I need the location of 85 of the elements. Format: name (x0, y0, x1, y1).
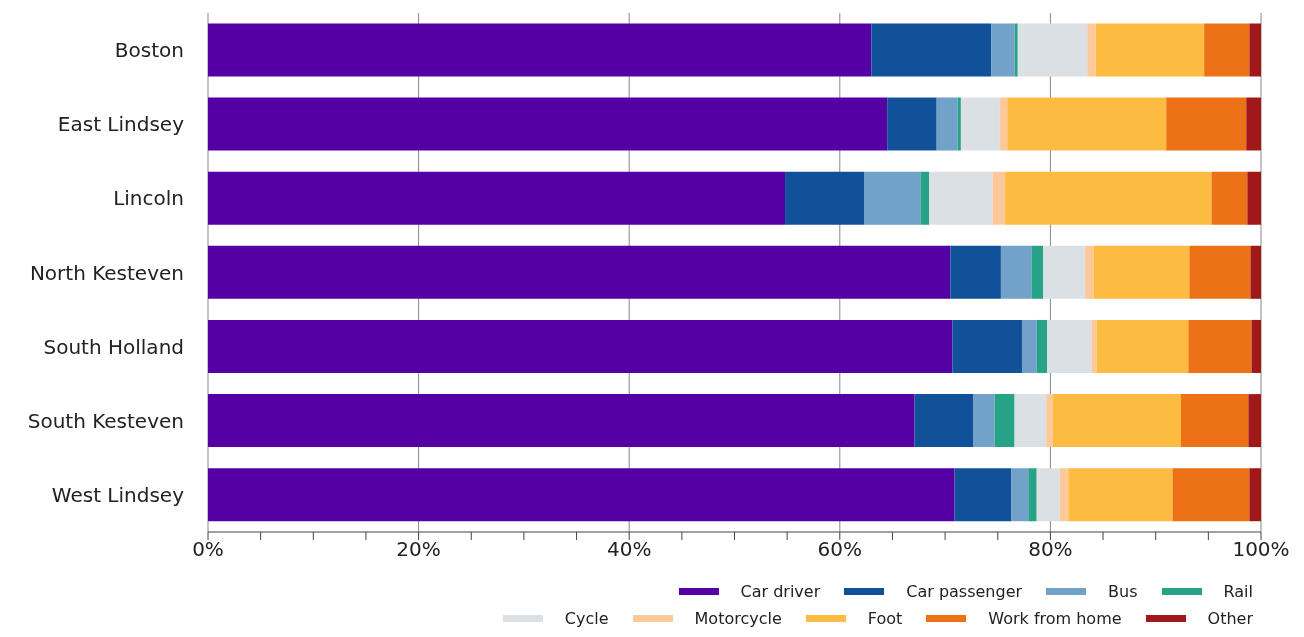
bar (1172, 468, 1250, 522)
y-tick-label: West Lindsey (51, 483, 185, 508)
bar (1251, 319, 1261, 373)
bar (1000, 245, 1032, 299)
bar (920, 171, 930, 225)
bar (1014, 23, 1018, 77)
bar (887, 97, 937, 151)
legend-label: Cycle (564, 609, 609, 628)
bar (1246, 97, 1261, 151)
bar (952, 319, 1022, 373)
bar (1087, 23, 1096, 77)
bar (991, 23, 1015, 77)
y-tick-label: South Kesteven (27, 408, 184, 433)
bar (1248, 394, 1261, 448)
legend-label: Motorcycle (694, 609, 782, 628)
bar (1036, 468, 1060, 522)
bar (994, 394, 1015, 448)
legend-label: Other (1207, 609, 1253, 628)
bar (973, 394, 995, 448)
y-tick-label: South Holland (43, 334, 184, 359)
x-tick-label: 0% (192, 537, 224, 562)
legend-label: Car driver (740, 582, 821, 601)
bar (960, 97, 1000, 151)
y-tick-label: Boston (114, 38, 184, 63)
bar (1189, 245, 1251, 299)
y-tick-label: East Lindsey (57, 112, 185, 137)
bar (1017, 23, 1088, 77)
bar (1211, 171, 1248, 225)
bar (992, 171, 1006, 225)
bar (1052, 394, 1181, 448)
bar (1007, 97, 1167, 151)
legend-label: Bus (1108, 582, 1138, 601)
legend-label: Foot (867, 609, 903, 628)
bar (1047, 319, 1092, 373)
bar (1250, 245, 1261, 299)
bar (1031, 245, 1044, 299)
bar (1005, 171, 1212, 225)
bar (864, 171, 921, 225)
bar (208, 171, 786, 225)
bar (208, 468, 955, 522)
bar (1166, 97, 1247, 151)
bar (1043, 245, 1086, 299)
bar (999, 97, 1008, 151)
x-tick-label: 20% (396, 537, 441, 562)
bar (1093, 245, 1190, 299)
bar (208, 245, 951, 299)
bar (1091, 319, 1097, 373)
bar (208, 23, 872, 77)
x-tick-label: 80% (1028, 537, 1073, 562)
bar (1247, 171, 1261, 225)
bar (1036, 319, 1048, 373)
bar (208, 394, 915, 448)
legend-label: Work from home (988, 609, 1122, 628)
bar (208, 97, 888, 151)
bar (1021, 319, 1037, 373)
bar (871, 23, 992, 77)
bar (954, 468, 1012, 522)
bar (1204, 23, 1250, 77)
bar (208, 319, 953, 373)
y-tick-label: North Kesteven (29, 260, 184, 285)
bar (1085, 245, 1094, 299)
bar (1059, 468, 1069, 522)
bar (1011, 468, 1029, 522)
legend-label: Car passenger (906, 582, 1023, 601)
bar (785, 171, 865, 225)
legend-label: Rail (1223, 582, 1253, 601)
bar (929, 171, 993, 225)
bar (914, 394, 974, 448)
bar (1180, 394, 1249, 448)
bar (1096, 319, 1189, 373)
x-tick-label: 60% (817, 537, 863, 562)
bar (1249, 468, 1261, 522)
bar (957, 97, 961, 151)
bar (1014, 394, 1047, 448)
bar (1028, 468, 1037, 522)
bar (936, 97, 958, 151)
bar (1046, 394, 1053, 448)
x-tick-label: 40% (606, 537, 652, 562)
bar (950, 245, 1001, 299)
bar (1188, 319, 1252, 373)
bar (1249, 23, 1261, 77)
y-tick-label: Lincoln (113, 186, 184, 211)
x-tick-label: 100% (1232, 537, 1290, 562)
bar (1068, 468, 1173, 522)
bar (1095, 23, 1205, 77)
